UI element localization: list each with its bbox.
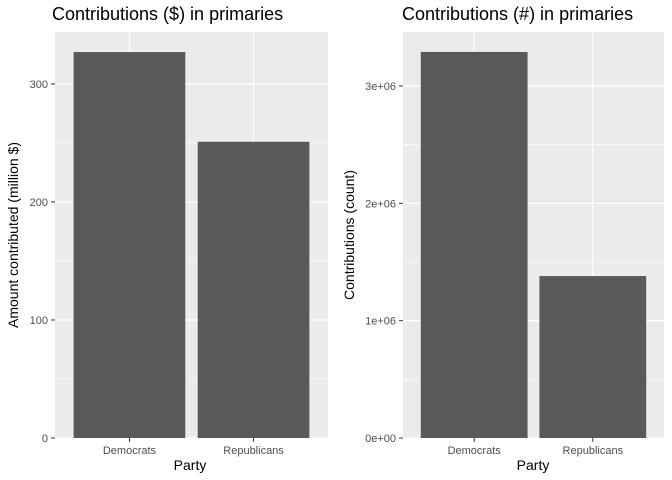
y-tick-label: 200: [30, 197, 48, 209]
y-tick-label: 2e+06: [365, 198, 396, 210]
x-tick-label: Democrats: [448, 445, 502, 457]
y-tick-label: 1e+06: [365, 316, 396, 328]
bar-republicans: [539, 276, 647, 438]
bar-democrats: [420, 51, 528, 439]
y-axis-ticks: 0 100 200 300: [30, 79, 55, 445]
bar-series: [73, 52, 310, 438]
x-axis-ticks: Democrats Republicans: [103, 438, 284, 457]
chart-panel-count: Contributions (#) in primaries 0e+00 1e+0…: [341, 4, 664, 473]
x-tick-label: Republicans: [563, 445, 624, 457]
y-axis-title: Contributions (count): [341, 170, 357, 300]
y-tick-label: 0e+00: [365, 433, 396, 445]
chart-title: Contributions (#) in primaries: [402, 4, 633, 24]
y-tick-label: 300: [30, 79, 48, 91]
x-tick-label: Democrats: [103, 445, 157, 457]
y-tick-label: 0: [42, 433, 48, 445]
x-axis-ticks: Democrats Republicans: [448, 438, 624, 457]
bar-series: [420, 51, 647, 439]
bar-democrats: [73, 52, 186, 438]
chart-panel-amount: Contributions ($) in primaries 0 100 200 30…: [5, 4, 328, 473]
y-tick-label: 3e+06: [365, 81, 396, 93]
y-axis-title: Amount contributed (million $): [5, 142, 21, 328]
chart-title: Contributions ($) in primaries: [52, 4, 283, 24]
x-tick-label: Republicans: [223, 445, 284, 457]
bar-republicans: [197, 141, 310, 438]
y-tick-label: 100: [30, 315, 48, 327]
x-axis-title: Party: [174, 457, 207, 473]
x-axis-title: Party: [517, 457, 550, 473]
y-axis-ticks: 0e+00 1e+06 2e+06 3e+06: [365, 81, 403, 445]
